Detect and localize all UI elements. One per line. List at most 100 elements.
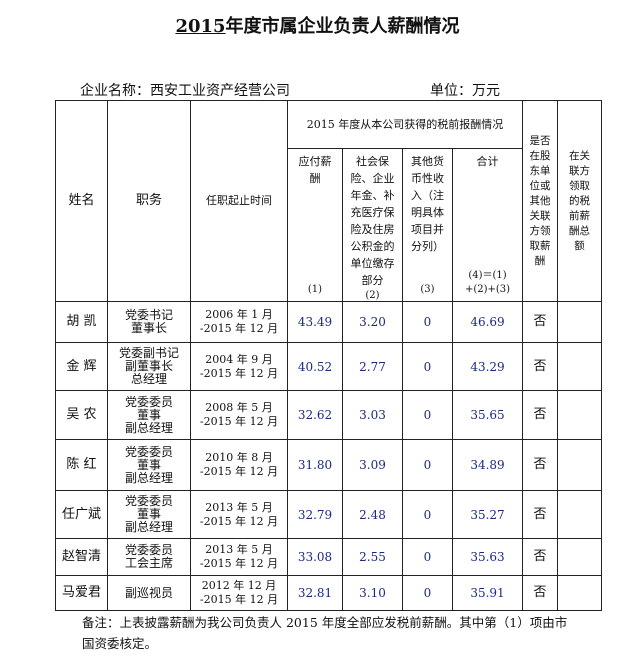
cell: 否 — [522, 390, 558, 440]
cell: 35.27 — [452, 490, 523, 539]
header-text: 社会保险、企业年金、补充医疗保险及住房公积金的单位缴存部分 — [350, 155, 395, 287]
header-code: (4)＝(1) +(2)+(3) — [464, 270, 511, 295]
cell: 陈 红 — [55, 439, 108, 491]
header-text: 合计 — [476, 155, 499, 168]
header-group: 2015 年度从本公司获得的税前报酬情况 — [287, 100, 523, 149]
salary-table: 姓名 职务 任职起止时间 2015 年度从本公司获得的税前报酬情况 是否在股东单… — [55, 100, 602, 611]
empty-cell — [557, 575, 602, 611]
cell: 33.08 — [287, 538, 343, 576]
cell: 46.69 — [452, 301, 523, 343]
row: 任广斌 党委委员 董事 副总经理 2013 年 5 月 -2015 年 12 月 32… — [55, 490, 602, 539]
cell: 2.48 — [342, 490, 403, 539]
cell: 否 — [522, 439, 558, 491]
cell: 3.10 — [342, 575, 403, 611]
cell: 0 — [402, 390, 453, 440]
cell: 否 — [522, 490, 558, 539]
cell: 32.81 — [287, 575, 343, 611]
empty-cell — [557, 538, 602, 576]
row: 马爱君 副巡视员 2012 年 12 月 -2015 年 12 月 32.81 3.10… — [55, 575, 602, 611]
cell: 0 — [402, 538, 453, 576]
cell: 金 辉 — [55, 342, 108, 391]
header-text: 其他货币性收入（注明具体项目并分列） — [411, 155, 444, 253]
cell: 35.91 — [452, 575, 523, 611]
cell: 35.63 — [452, 538, 523, 576]
header-box: 其他货币性收入（注明具体项目并分列） (3) — [405, 149, 450, 301]
row: 赵智清 党委委员 工会主席 2013 年 5 月 -2015 年 12 月 33.08… — [55, 538, 602, 576]
cell: 3.09 — [342, 439, 403, 491]
cell: 党委副书记 副董事长 总经理 — [107, 342, 191, 391]
cell: 3.03 — [342, 390, 403, 440]
cell: 43.49 — [287, 301, 343, 343]
cell: 否 — [522, 301, 558, 343]
header-tenure: 任职起止时间 — [190, 100, 288, 302]
cell: 马爱君 — [55, 575, 108, 611]
company: 企业名称：西安工业资产经营公司 — [80, 83, 290, 99]
header-box: 社会保险、企业年金、补充医疗保险及住房公积金的单位缴存部分 (2) — [345, 149, 400, 301]
cell: 0 — [402, 342, 453, 391]
header-column: 社会保险、企业年金、补充医疗保险及住房公积金的单位缴存部分 (2) — [342, 148, 403, 302]
title-text: 年度市属企业负责人薪酬情况 — [225, 16, 460, 37]
cell: 否 — [522, 575, 558, 611]
cell: 党委委员 董事 副总经理 — [107, 490, 191, 539]
header-code: (3) — [420, 284, 435, 295]
row: 金 辉党委副书记 副董事长 总经理 2004 年 9 月 -2015 年 12 月… — [55, 342, 602, 391]
header-column: 应付薪酬 (1) — [287, 148, 343, 302]
empty-cell — [557, 490, 602, 539]
cell: 任广斌 — [55, 490, 108, 539]
cell: 胡 凯 — [55, 301, 108, 343]
cell: 0 — [402, 439, 453, 491]
header-box: 应付薪酬 (1) — [290, 149, 340, 301]
title-year: 2015 — [175, 16, 226, 37]
cell: 2004 年 9 月 -2015 年 12 月 — [190, 342, 288, 391]
row: 陈 红党委委员 董事 副总经理 2010 年 8 月 -2015 年 12 月 31… — [55, 439, 602, 491]
cell: 34.89 — [452, 439, 523, 491]
cell: 40.52 — [287, 342, 343, 391]
cell: 2.77 — [342, 342, 403, 391]
cell: 2008 年 5 月 -2015 年 12 月 — [190, 390, 288, 440]
header-related: 在关联方领取的税前薪酬总额 — [557, 100, 602, 302]
empty-cell — [557, 301, 602, 343]
unit: 单位：万元 — [430, 83, 500, 99]
empty-cell — [557, 390, 602, 440]
empty-cell — [557, 342, 602, 391]
header-other-unit: 是否在股东单位或其他关联方领取薪酬 — [522, 100, 558, 302]
title: 2015年度市属企业负责人薪酬情况 — [0, 12, 635, 38]
cell: 32.62 — [287, 390, 343, 440]
cell: 2006 年 1 月 -2015 年 12 月 — [190, 301, 288, 343]
cell: 否 — [522, 538, 558, 576]
cell: 32.79 — [287, 490, 343, 539]
header-code: (2) — [365, 290, 380, 301]
row: 胡 凯党委书记 董事长 2006 年 1 月 -2015 年 12 月 43.49 3… — [55, 301, 602, 343]
cell: 2.55 — [342, 538, 403, 576]
empty-cell — [557, 439, 602, 491]
header-code: (1) — [307, 284, 323, 295]
cell: 2013 年 5 月 -2015 年 12 月 — [190, 490, 288, 539]
cell: 吴 农 — [55, 390, 108, 440]
header-position: 职务 — [107, 100, 191, 302]
cell: 党委委员 董事 副总经理 — [107, 390, 191, 440]
cell: 否 — [522, 342, 558, 391]
cell: 党委委员 董事 副总经理 — [107, 439, 191, 491]
cell: 0 — [402, 490, 453, 539]
header-column: 其他货币性收入（注明具体项目并分列） (3) — [402, 148, 453, 302]
cell: 3.20 — [342, 301, 403, 343]
cell: 43.29 — [452, 342, 523, 391]
row: 吴 农党委委员 董事 副总经理 2008 年 5 月 -2015 年 12 月 32… — [55, 390, 602, 440]
cell: 党委委员 工会主席 — [107, 538, 191, 576]
cell: 2010 年 8 月 -2015 年 12 月 — [190, 439, 288, 491]
header-column: 合计 (4)＝(1) +(2)+(3) — [452, 148, 523, 302]
cell: 0 — [402, 575, 453, 611]
cell: 0 — [402, 301, 453, 343]
cell: 2012 年 12 月 -2015 年 12 月 — [190, 575, 288, 611]
cell: 31.80 — [287, 439, 343, 491]
cell: 2013 年 5 月 -2015 年 12 月 — [190, 538, 288, 576]
cell: 副巡视员 — [107, 575, 191, 611]
cell: 党委书记 董事长 — [107, 301, 191, 343]
header-text: 应付薪酬 — [298, 155, 332, 185]
cell: 35.65 — [452, 390, 523, 440]
header-name: 姓名 — [55, 100, 108, 302]
note: 备注：上表披露薪酬为我公司负责人 2015 年度全部应发税前薪酬。其中第（1）项… — [82, 615, 568, 651]
header-box: 合计 (4)＝(1) +(2)+(3) — [455, 149, 520, 301]
cell: 赵智清 — [55, 538, 108, 576]
